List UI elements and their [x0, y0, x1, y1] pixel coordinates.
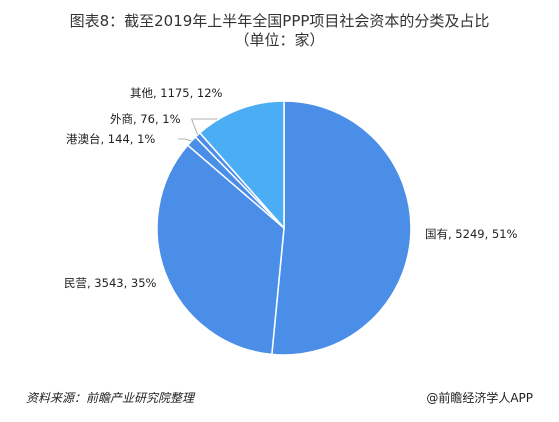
- data-label-guoyou: 国有, 5249, 51%: [425, 227, 518, 241]
- chart-subtitle: （单位：家）: [234, 31, 325, 49]
- brand-credit: @前瞻经济学人APP: [426, 391, 533, 405]
- chart-title: 图表8：截至2019年上半年全国PPP项目社会资本的分类及占比: [69, 12, 490, 30]
- data-label-minying: 民营, 3543, 35%: [64, 276, 157, 290]
- slice-qita: [198, 100, 285, 230]
- data-label-gangaotai: 港澳台, 144, 1%: [66, 132, 155, 146]
- slice-minying: [156, 144, 285, 356]
- leader-line-gangaotai: [178, 138, 192, 142]
- source-note: 资料来源：前瞻产业研究院整理: [26, 391, 195, 405]
- data-label-waishang: 外商, 76, 1%: [110, 112, 181, 126]
- slice-guoyou: [271, 100, 412, 356]
- data-label-qita: 其他, 1175, 12%: [130, 86, 223, 100]
